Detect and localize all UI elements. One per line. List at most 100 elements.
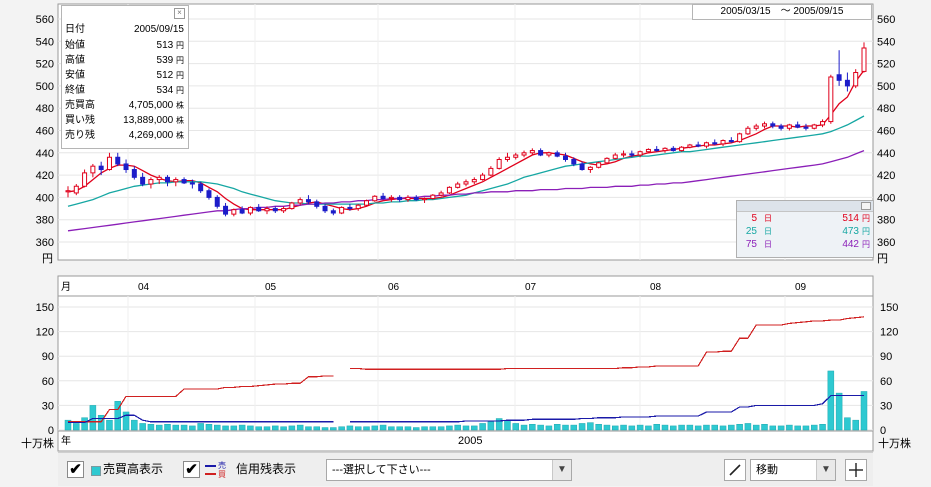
candle-body xyxy=(82,172,88,187)
candle-body xyxy=(305,199,311,203)
volume-bar xyxy=(545,425,553,431)
candle-body xyxy=(861,47,867,72)
volume-bar xyxy=(595,424,602,431)
info-row-volume: 売買高 4,705,000 株 xyxy=(65,100,184,111)
month-axis-strip xyxy=(57,275,874,297)
year-axis-strip xyxy=(57,430,874,452)
volume-bar xyxy=(769,425,777,431)
crosshair-tool-icon[interactable] xyxy=(845,459,867,481)
margin-sell-line xyxy=(68,414,334,424)
month-label: 06 xyxy=(388,282,400,293)
volume-bar xyxy=(653,424,660,431)
legend-header xyxy=(737,201,873,212)
price-tick-label-right: 460 xyxy=(877,126,895,138)
volume-bar xyxy=(388,426,395,431)
volume-bar xyxy=(189,425,196,431)
volume-bar xyxy=(379,424,387,431)
candle-body xyxy=(546,152,552,156)
price-tick-label: 460 xyxy=(36,126,54,138)
ma-row-5: 5 日 514 円 xyxy=(751,213,870,224)
volume-bar xyxy=(761,424,768,431)
candle-body xyxy=(355,204,361,210)
candle-body xyxy=(571,158,577,165)
volume-bar xyxy=(338,426,345,431)
indicator-select[interactable]: ---選択して下さい--- ▼ xyxy=(326,459,572,481)
year-axis-prefix: 年 xyxy=(61,434,71,447)
price-tick-label: 540 xyxy=(36,36,54,48)
candle-body xyxy=(388,196,394,200)
info-row-date: 日付 2005/09/15 xyxy=(65,24,184,35)
volume-bar xyxy=(280,426,287,431)
volume-tick-label-right: 0 xyxy=(880,425,886,437)
margin-sell-line xyxy=(349,395,864,423)
candle-body xyxy=(463,181,469,185)
margin-toggle-checkbox[interactable]: ✔ xyxy=(183,461,200,478)
volume-bar xyxy=(429,426,437,431)
ohlc-info-popup: × 日付 2005/09/15 始値 513 円 高値 539 円 安値 512 円 終… xyxy=(61,5,189,149)
volume-bar xyxy=(305,426,312,431)
price-tick-label: 560 xyxy=(36,14,54,26)
volume-tick-label-right: 60 xyxy=(880,376,892,388)
volume-tick-label-right: 150 xyxy=(880,302,898,314)
mode-select[interactable]: 移動 ▼ xyxy=(750,459,836,481)
candle-body xyxy=(654,148,660,152)
price-tick-label: 360 xyxy=(36,237,54,249)
volume-bar xyxy=(504,419,511,431)
candle-body xyxy=(140,176,146,185)
candle-body xyxy=(131,169,137,178)
candle-body xyxy=(820,121,826,126)
price-tick-label-right: 560 xyxy=(877,14,895,26)
volume-bar xyxy=(180,424,188,431)
volume-toggle-label[interactable]: 売買高表示 xyxy=(103,462,164,476)
volume-bar xyxy=(844,417,851,431)
legend-minimize-icon[interactable] xyxy=(861,202,871,210)
volume-bar xyxy=(719,425,727,431)
popup-close-icon[interactable]: × xyxy=(174,8,185,19)
candle-body xyxy=(314,201,320,207)
volume-bar xyxy=(529,424,536,431)
candle-body xyxy=(239,209,245,214)
candle-body xyxy=(123,163,129,171)
candle-body xyxy=(604,157,610,164)
margin-legend-icon: 売 買 xyxy=(205,461,233,479)
volume-bar xyxy=(172,424,180,431)
info-row-low: 安値 512 円 xyxy=(65,70,184,81)
candle-body xyxy=(65,190,71,193)
chevron-down-icon[interactable]: ▼ xyxy=(816,460,835,480)
price-tick-label-right: 440 xyxy=(877,148,895,160)
margin-toggle-label[interactable]: 信用残表示 xyxy=(236,462,297,476)
price-tick-label: 420 xyxy=(36,170,54,182)
candle-body xyxy=(322,205,328,212)
candle-body xyxy=(272,208,278,212)
volume-bar xyxy=(214,424,221,431)
candle-body xyxy=(413,196,419,201)
info-row-high: 高値 539 円 xyxy=(65,55,184,66)
volume-panel[interactable] xyxy=(57,295,874,432)
volume-bar xyxy=(222,425,229,431)
candle-body xyxy=(446,186,452,194)
volume-bar xyxy=(73,423,80,431)
price-tick-label-right: 360 xyxy=(877,237,895,249)
candle-body xyxy=(563,155,568,160)
volume-bar xyxy=(495,418,503,431)
chevron-down-icon[interactable]: ▼ xyxy=(552,460,571,480)
candle-body xyxy=(803,126,809,129)
volume-bar xyxy=(628,425,636,431)
candle-body xyxy=(471,179,477,183)
volume-bar xyxy=(263,426,271,431)
info-row-margin-sell: 売り残 4,269,000 株 xyxy=(65,130,184,141)
candle-body xyxy=(206,190,212,198)
price-tick-label-right: 540 xyxy=(877,36,895,48)
volume-bar xyxy=(512,423,519,431)
candle-body xyxy=(612,154,618,159)
candle-body xyxy=(231,209,237,215)
candle-body xyxy=(223,205,229,215)
price-tick-label-right: 380 xyxy=(877,215,895,227)
candle-body xyxy=(397,196,403,201)
volume-tick-label: 120 xyxy=(36,327,54,339)
chart-canvas[interactable]: 560 560 540 540 520 520 500 500 480 480 460 460 440 4… xyxy=(0,0,931,452)
candle-body xyxy=(480,174,486,181)
price-unit-label: 円 xyxy=(42,253,53,265)
volume-toggle-checkbox[interactable]: ✔ xyxy=(67,461,84,478)
draw-line-tool-icon[interactable] xyxy=(724,459,746,481)
